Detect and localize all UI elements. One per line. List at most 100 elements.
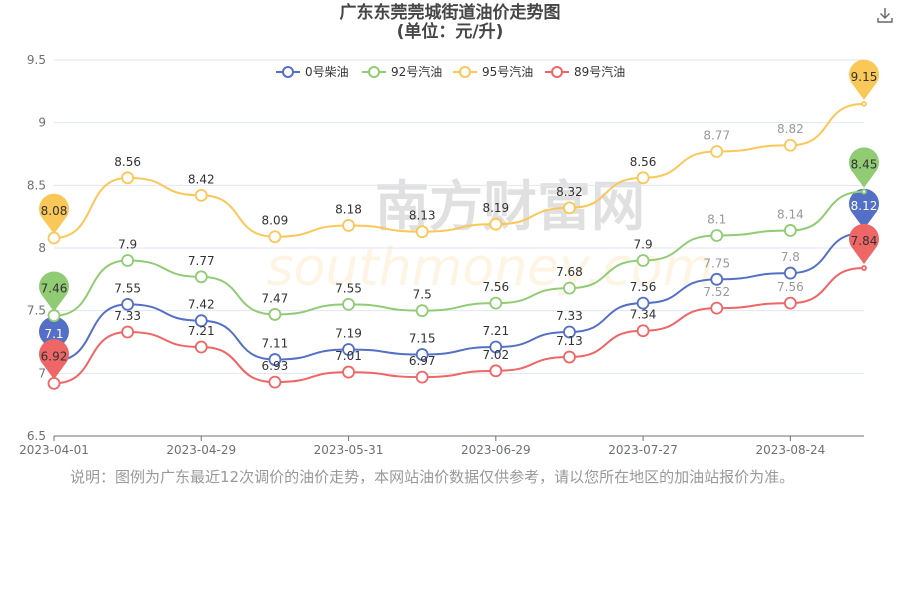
legend-item[interactable]: 0号柴油 [276, 65, 349, 79]
data-label: 7.56 [630, 280, 657, 294]
data-point [415, 348, 429, 361]
pin-marker-icon [849, 223, 880, 265]
series-line-2 [53, 102, 865, 239]
data-point [710, 145, 724, 158]
data-point [489, 364, 503, 378]
data-point [563, 325, 576, 339]
data-label: 7.21 [482, 324, 509, 338]
pin-marker-icon [39, 271, 69, 312]
data-point [415, 370, 429, 384]
data-label: 7.9 [118, 238, 137, 252]
pin-label: 8.45 [851, 158, 878, 172]
legend-item[interactable]: 95号汽油 [453, 64, 533, 79]
legend-marker-icon [459, 66, 471, 78]
data-point [489, 340, 503, 354]
data-label: 7.01 [335, 349, 362, 363]
data-point [415, 304, 429, 318]
data-point [194, 270, 208, 284]
pin-marker-icon [849, 147, 880, 188]
data-point [268, 375, 282, 389]
data-point [47, 309, 61, 323]
data-label: 7.68 [556, 265, 583, 279]
data-point [636, 296, 650, 310]
x-tick-label: 2023-04-01 [19, 443, 89, 457]
data-label: 7.47 [262, 291, 289, 305]
y-tick-label: 7.5 [27, 304, 46, 318]
series-line-1 [53, 190, 865, 317]
pin-label: 8.08 [41, 204, 68, 218]
data-label: 8.56 [114, 155, 141, 169]
download-icon[interactable] [876, 6, 894, 24]
data-label: 7.33 [556, 309, 583, 323]
data-point [121, 325, 135, 339]
pin-label: 9.15 [851, 70, 878, 84]
data-point [783, 266, 797, 280]
data-point [47, 231, 61, 245]
data-label: 8.42 [188, 172, 215, 186]
pin-label: 7.84 [851, 234, 878, 248]
data-label: 8.1 [707, 212, 726, 226]
data-point [636, 324, 650, 338]
x-tick-label: 2023-04-29 [166, 443, 236, 457]
data-label: 7.11 [262, 337, 289, 351]
y-tick-label: 6.5 [27, 429, 46, 443]
data-point [861, 188, 867, 195]
data-point [636, 254, 650, 267]
data-label: 7.19 [335, 327, 362, 341]
data-point [194, 314, 208, 328]
legend-marker-icon [368, 66, 380, 78]
legend-label: 95号汽油 [482, 64, 533, 79]
data-label: 7.33 [114, 309, 141, 323]
data-label: 6.93 [262, 359, 289, 373]
data-point [121, 297, 135, 311]
data-label: 7.55 [114, 281, 141, 295]
data-point [861, 100, 867, 107]
legend-item[interactable]: 89号汽油 [545, 64, 625, 79]
data-label: 8.32 [556, 185, 583, 199]
data-point [342, 219, 355, 232]
y-tick-label: 9 [38, 116, 46, 130]
data-label: 7.34 [630, 308, 657, 322]
data-point [783, 224, 797, 237]
data-point [47, 376, 61, 390]
pin-label: 6.92 [41, 349, 68, 363]
data-point [268, 230, 282, 244]
data-point [415, 225, 429, 239]
series-line-0 [53, 231, 865, 362]
data-point [710, 272, 724, 286]
data-point [636, 171, 650, 185]
data-point [121, 171, 135, 185]
pin-marker-icon [849, 188, 880, 229]
data-label: 7.42 [188, 298, 215, 312]
data-label: 7.13 [556, 334, 583, 348]
data-point [783, 138, 797, 152]
data-label: 7.52 [703, 285, 730, 299]
title-main: 广东东莞莞城街道油价走势图 [339, 3, 561, 23]
data-point [563, 350, 576, 364]
data-label: 7.21 [188, 324, 215, 338]
data-point [563, 281, 576, 295]
data-point [861, 265, 867, 271]
legend-marker-icon [551, 66, 563, 78]
data-point [710, 301, 724, 315]
data-label: 8.09 [262, 214, 289, 228]
data-label: 8.14 [777, 207, 804, 221]
data-label: 8.18 [335, 202, 362, 216]
data-point [489, 296, 503, 310]
data-point [342, 297, 355, 311]
title-unit: (单位：元/升) [396, 22, 504, 42]
legend-item[interactable]: 92号汽油 [362, 64, 442, 79]
data-label: 8.77 [703, 128, 730, 142]
data-label: 8.82 [777, 122, 804, 136]
data-label: 7.02 [482, 348, 509, 362]
pin-marker-icon [39, 339, 69, 380]
x-tick-label: 2023-07-27 [608, 443, 678, 457]
data-label: 8.56 [630, 155, 657, 169]
data-point [342, 365, 355, 379]
y-tick-label: 8.5 [27, 178, 46, 192]
pin-marker-icon [39, 316, 69, 357]
data-label: 8.19 [482, 201, 509, 215]
data-label: 7.9 [634, 238, 653, 252]
data-point [563, 201, 576, 215]
chart-title: 广东东莞莞城街道油价走势图 (单位：元/升) [0, 4, 900, 42]
